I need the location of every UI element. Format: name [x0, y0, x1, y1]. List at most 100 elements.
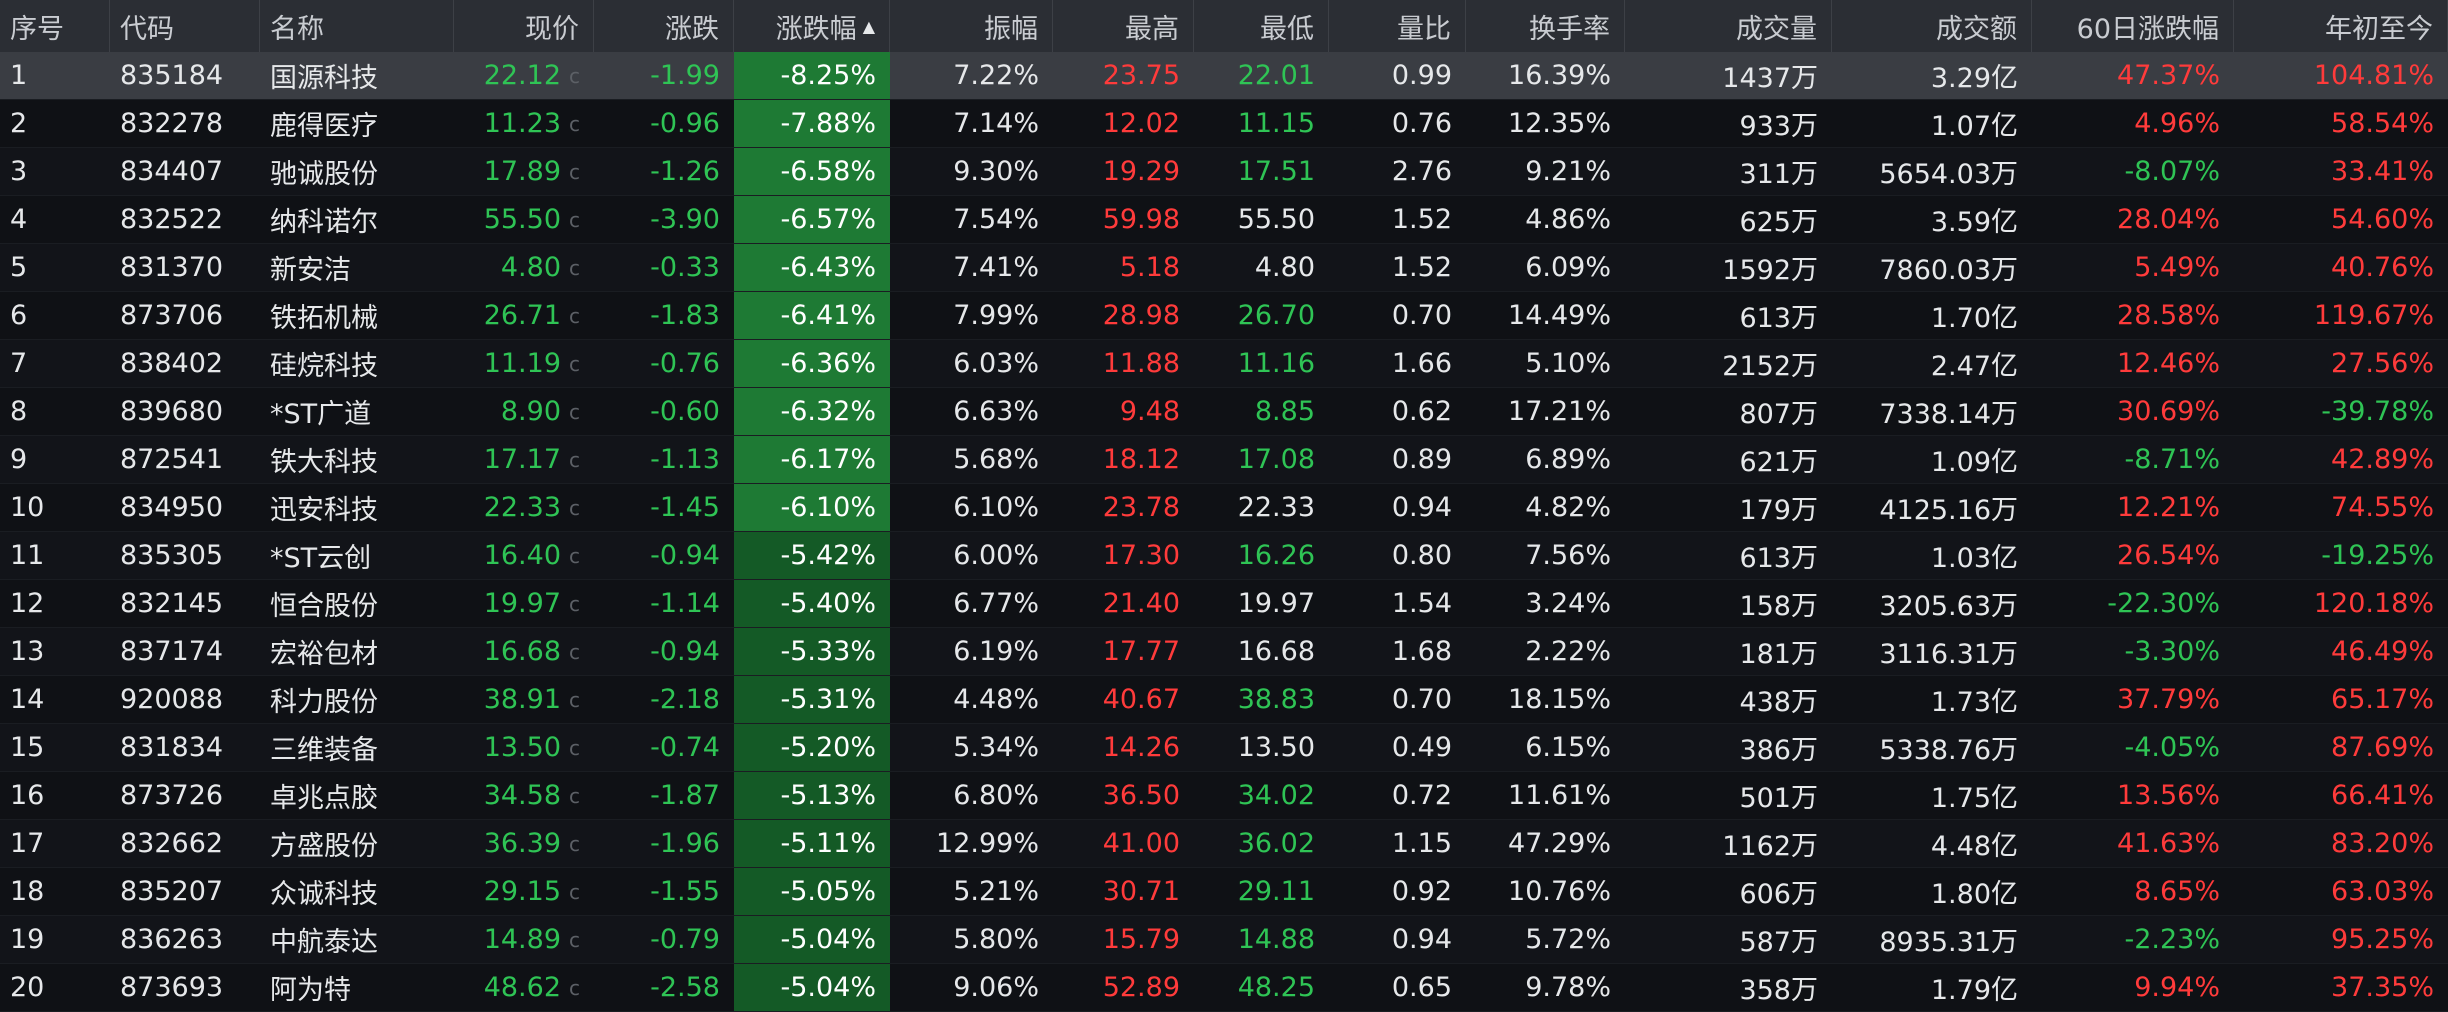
table-row[interactable]: 3 834407 驰诚股份 17.89 c -1.26 -6.58% 9.30% 19.29 17… — [0, 148, 2448, 196]
cell-turnover-rate: 6.89% — [1466, 436, 1625, 483]
table-row[interactable]: 9 872541 铁大科技 17.17 c -1.13 -6.17% 5.68% 18.12 17… — [0, 436, 2448, 484]
cell-high: 23.75 — [1053, 52, 1194, 99]
table-row[interactable]: 8 839680 *ST广道 8.90 c -0.60 -6.32% 6.63% 9.48 8.8… — [0, 388, 2448, 436]
header-change-pct[interactable]: 涨跌幅 ▲ — [734, 0, 890, 52]
cell-change: -1.45 — [594, 484, 734, 531]
table-row[interactable]: 5 831370 新安洁 4.80 c -0.33 -6.43% 7.41% 5.18 4.80 1… — [0, 244, 2448, 292]
cell-change-pct: -5.31% — [734, 676, 890, 723]
header-chg60[interactable]: 60日涨跌幅 — [2032, 0, 2234, 52]
cell-value: 5.80% — [953, 924, 1039, 955]
cell-value: 4.86% — [1525, 204, 1611, 235]
sort-asc-icon: ▲ — [862, 16, 875, 36]
cell-name: 纳科诺尔 — [260, 196, 454, 243]
header-amount[interactable]: 成交额 — [1832, 0, 2032, 52]
cell-seq: 5 — [0, 244, 110, 291]
cell-turnover-rate: 12.35% — [1466, 100, 1625, 147]
header-volume[interactable]: 成交量 — [1625, 0, 1832, 52]
cell-code: 834407 — [110, 148, 260, 195]
table-row[interactable]: 20 873693 阿为特 48.62 c -2.58 -5.04% 9.06% 52.89 48… — [0, 964, 2448, 1012]
cell-amount: 5654.03万 — [1832, 148, 2032, 195]
header-price[interactable]: 现价 — [454, 0, 594, 52]
cell-value: -3.90 — [650, 204, 720, 235]
header-ytd[interactable]: 年初至今 — [2234, 0, 2448, 52]
table-row[interactable]: 15 831834 三维装备 13.50 c -0.74 -5.20% 5.34% 14.26 1… — [0, 724, 2448, 772]
table-row[interactable]: 7 838402 硅烷科技 11.19 c -0.76 -6.36% 6.03% 11.88 11… — [0, 340, 2448, 388]
cell-value: 26.54% — [2117, 540, 2220, 571]
table-row[interactable]: 10 834950 迅安科技 22.33 c -1.45 -6.10% 6.10% 23.78 2… — [0, 484, 2448, 532]
cell-value: 17.17 — [483, 444, 561, 475]
table-row[interactable]: 14 920088 科力股份 38.91 c -2.18 -5.31% 4.48% 40.67 3… — [0, 676, 2448, 724]
header-label: 换手率 — [1529, 13, 1610, 45]
header-amplitude[interactable]: 振幅 — [890, 0, 1053, 52]
header-code[interactable]: 代码 — [110, 0, 260, 52]
header-name[interactable]: 名称 — [260, 0, 454, 52]
cell-value: 18.15% — [1508, 684, 1611, 715]
cell-value: 6.80% — [953, 780, 1039, 811]
cell-value: 新安洁 — [270, 255, 351, 286]
cell-seq: 10 — [0, 484, 110, 531]
cell-volume-ratio: 0.94 — [1329, 916, 1466, 963]
cell-value: -2.18 — [650, 684, 720, 715]
cell-seq: 20 — [0, 964, 110, 1011]
cell-code: 873693 — [110, 964, 260, 1011]
header-change[interactable]: 涨跌 — [594, 0, 734, 52]
cell-value: 11.88 — [1102, 348, 1180, 379]
cell-value: 6.63% — [953, 396, 1039, 427]
cell-value: 5654.03万 — [1879, 159, 2018, 190]
table-row[interactable]: 12 832145 恒合股份 19.97 c -1.14 -5.40% 6.77% 21.40 1… — [0, 580, 2448, 628]
table-row[interactable]: 13 837174 宏裕包材 16.68 c -0.94 -5.33% 6.19% 17.77 1… — [0, 628, 2448, 676]
header-seq[interactable]: 序号 — [0, 0, 110, 52]
cell-value: -1.14 — [650, 588, 720, 619]
cell-price: 22.33 c — [454, 484, 594, 531]
cell-value: 613万 — [1739, 303, 1818, 334]
header-volume-ratio[interactable]: 量比 — [1329, 0, 1466, 52]
cell-ytd: 37.35% — [2234, 964, 2448, 1011]
table-row[interactable]: 17 832662 方盛股份 36.39 c -1.96 -5.11% 12.99% 41.00… — [0, 820, 2448, 868]
cell-change-pct: -5.11% — [734, 820, 890, 867]
table-row[interactable]: 18 835207 众诚科技 29.15 c -1.55 -5.05% 5.21% 30.71 2… — [0, 868, 2448, 916]
cell-value: -0.96 — [650, 108, 720, 139]
cell-value: 832145 — [120, 588, 224, 619]
cell-value: 硅烷科技 — [270, 351, 378, 382]
cell-value: -8.25% — [780, 60, 876, 91]
cell-volume-ratio: 0.49 — [1329, 724, 1466, 771]
cell-volume: 179万 — [1625, 484, 1832, 531]
cell-value: 16.26 — [1237, 540, 1315, 571]
cell-value: 933万 — [1739, 111, 1818, 142]
cell-value: 834407 — [120, 156, 224, 187]
cell-change-pct: -6.57% — [734, 196, 890, 243]
cell-volume: 621万 — [1625, 436, 1832, 483]
table-row[interactable]: 19 836263 中航泰达 14.89 c -0.79 -5.04% 5.80% 15.79 1… — [0, 916, 2448, 964]
table-row[interactable]: 1 835184 国源科技 22.12 c -1.99 -8.25% 7.22% 23.75 22… — [0, 52, 2448, 100]
cell-value: 0.72 — [1391, 780, 1452, 811]
table-row[interactable]: 2 832278 鹿得医疗 11.23 c -0.96 -7.88% 7.14% 12.02 11… — [0, 100, 2448, 148]
table-row[interactable]: 11 835305 *ST云创 16.40 c -0.94 -5.42% 6.00% 17.30… — [0, 532, 2448, 580]
table-row[interactable]: 4 832522 纳科诺尔 55.50 c -3.90 -6.57% 7.54% 59.98 55… — [0, 196, 2448, 244]
cell-high: 18.12 — [1053, 436, 1194, 483]
cell-change: -0.79 — [594, 916, 734, 963]
cell-high: 23.78 — [1053, 484, 1194, 531]
table-row[interactable]: 6 873706 铁拓机械 26.71 c -1.83 -6.41% 7.99% 28.98 26… — [0, 292, 2448, 340]
cell-value: 27.56% — [2331, 348, 2434, 379]
cell-value: 19.97 — [483, 588, 561, 619]
cell-value: 28.98 — [1102, 300, 1180, 331]
cell-price: 36.39 c — [454, 820, 594, 867]
cell-code: 873726 — [110, 772, 260, 819]
cell-volume-ratio: 1.68 — [1329, 628, 1466, 675]
cell-high: 52.89 — [1053, 964, 1194, 1011]
cell-value: 17.08 — [1237, 444, 1315, 475]
cell-value: 22.01 — [1237, 60, 1315, 91]
table-row[interactable]: 16 873726 卓兆点胶 34.58 c -1.87 -5.13% 6.80% 36.50 3… — [0, 772, 2448, 820]
cell-amplitude: 5.80% — [890, 916, 1053, 963]
cell-value: 0.76 — [1391, 108, 1452, 139]
cell-value: 7 — [10, 348, 28, 379]
cell-volume: 438万 — [1625, 676, 1832, 723]
header-turnover-rate[interactable]: 换手率 — [1466, 0, 1625, 52]
header-low[interactable]: 最低 — [1194, 0, 1329, 52]
header-label: 最低 — [1260, 13, 1314, 45]
cell-value: -5.04% — [780, 924, 876, 955]
header-high[interactable]: 最高 — [1053, 0, 1194, 52]
cell-price: 19.97 c — [454, 580, 594, 627]
cell-chg60: 12.21% — [2032, 484, 2234, 531]
cell-turnover-rate: 9.78% — [1466, 964, 1625, 1011]
